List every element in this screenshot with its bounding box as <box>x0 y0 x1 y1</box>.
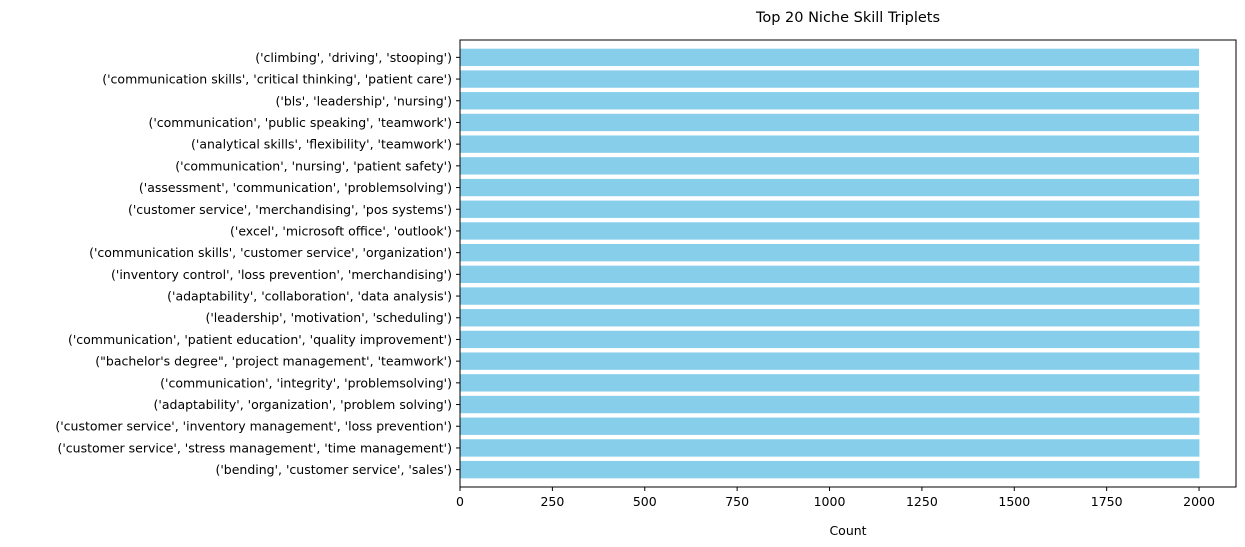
category-labels-group: ('climbing', 'driving', 'stooping') ('com… <box>55 50 460 477</box>
bars-group <box>460 48 1200 479</box>
bar-10 <box>460 265 1200 284</box>
x-tick-label-3: 750 <box>725 494 749 509</box>
bar-6 <box>460 178 1200 197</box>
category-label-19: ('bending', 'customer service', 'sales') <box>215 462 452 477</box>
category-label-6: ('assessment', 'communication', 'problem… <box>139 180 452 195</box>
bar-0 <box>460 48 1200 67</box>
plot-frame <box>459 39 1237 488</box>
x-axis-label: Count <box>829 523 866 538</box>
category-label-4: ('analytical skills', 'flexibility', 'te… <box>191 137 452 152</box>
category-label-7: ('customer service', 'merchandising', 'p… <box>128 202 452 217</box>
bar-9 <box>460 243 1200 262</box>
category-label-18: ('customer service', 'stress management'… <box>57 440 452 455</box>
bar-15 <box>460 374 1200 392</box>
category-label-16: ('adaptability', 'organization', 'proble… <box>154 397 452 412</box>
bar-19 <box>460 460 1200 479</box>
category-label-3: ('communication', 'public speaking', 'te… <box>148 115 452 130</box>
x-tick-label-5: 1250 <box>906 494 938 509</box>
category-label-0: ('climbing', 'driving', 'stooping') <box>255 50 452 65</box>
category-label-11: ('adaptability', 'collaboration', 'data … <box>167 289 452 304</box>
x-tick-label-2: 500 <box>633 494 657 509</box>
x-tick-label-0: 0 <box>456 494 464 509</box>
category-label-10: ('inventory control', 'loss prevention',… <box>111 267 452 282</box>
x-tick-label-7: 1750 <box>1091 494 1123 509</box>
bar-3 <box>460 113 1200 132</box>
bar-1 <box>460 70 1200 88</box>
bar-17 <box>460 417 1200 435</box>
bar-5 <box>460 157 1200 175</box>
x-tick-label-6: 1500 <box>998 494 1030 509</box>
bar-8 <box>460 222 1200 240</box>
category-label-5: ('communication', 'nursing', 'patient sa… <box>175 158 452 173</box>
x-tick-label-8: 2000 <box>1183 494 1215 509</box>
x-tick-label-1: 250 <box>540 494 564 509</box>
category-label-13: ('communication', 'patient education', '… <box>68 332 452 347</box>
bar-18 <box>460 439 1200 457</box>
x-tick-label-4: 1000 <box>814 494 846 509</box>
bar-7 <box>460 200 1200 218</box>
category-label-8: ('excel', 'microsoft office', 'outlook') <box>230 223 452 238</box>
category-label-2: ('bls', 'leadership', 'nursing') <box>276 93 452 108</box>
bar-4 <box>460 135 1200 153</box>
bar-12 <box>460 309 1200 327</box>
category-label-1: ('communication skills', 'critical think… <box>102 72 452 87</box>
chart-title: Top 20 Niche Skill Triplets <box>755 10 940 26</box>
bar-16 <box>460 395 1200 414</box>
category-label-12: ('leadership', 'motivation', 'scheduling… <box>205 310 452 325</box>
category-label-17: ('customer service', 'inventory manageme… <box>55 419 452 434</box>
category-label-9: ('communication skills', 'customer servi… <box>89 245 452 260</box>
category-label-14: ("bachelor's degree", 'project managemen… <box>95 354 452 369</box>
bar-2 <box>460 92 1200 110</box>
bar-11 <box>460 287 1200 305</box>
bar-13 <box>460 330 1200 349</box>
x-ticks-group: 0 250 500 750 1000 1250 1500 1750 2000 <box>456 487 1215 509</box>
category-label-15: ('communication', 'integrity', 'problems… <box>160 375 452 390</box>
bar-14 <box>460 352 1200 370</box>
